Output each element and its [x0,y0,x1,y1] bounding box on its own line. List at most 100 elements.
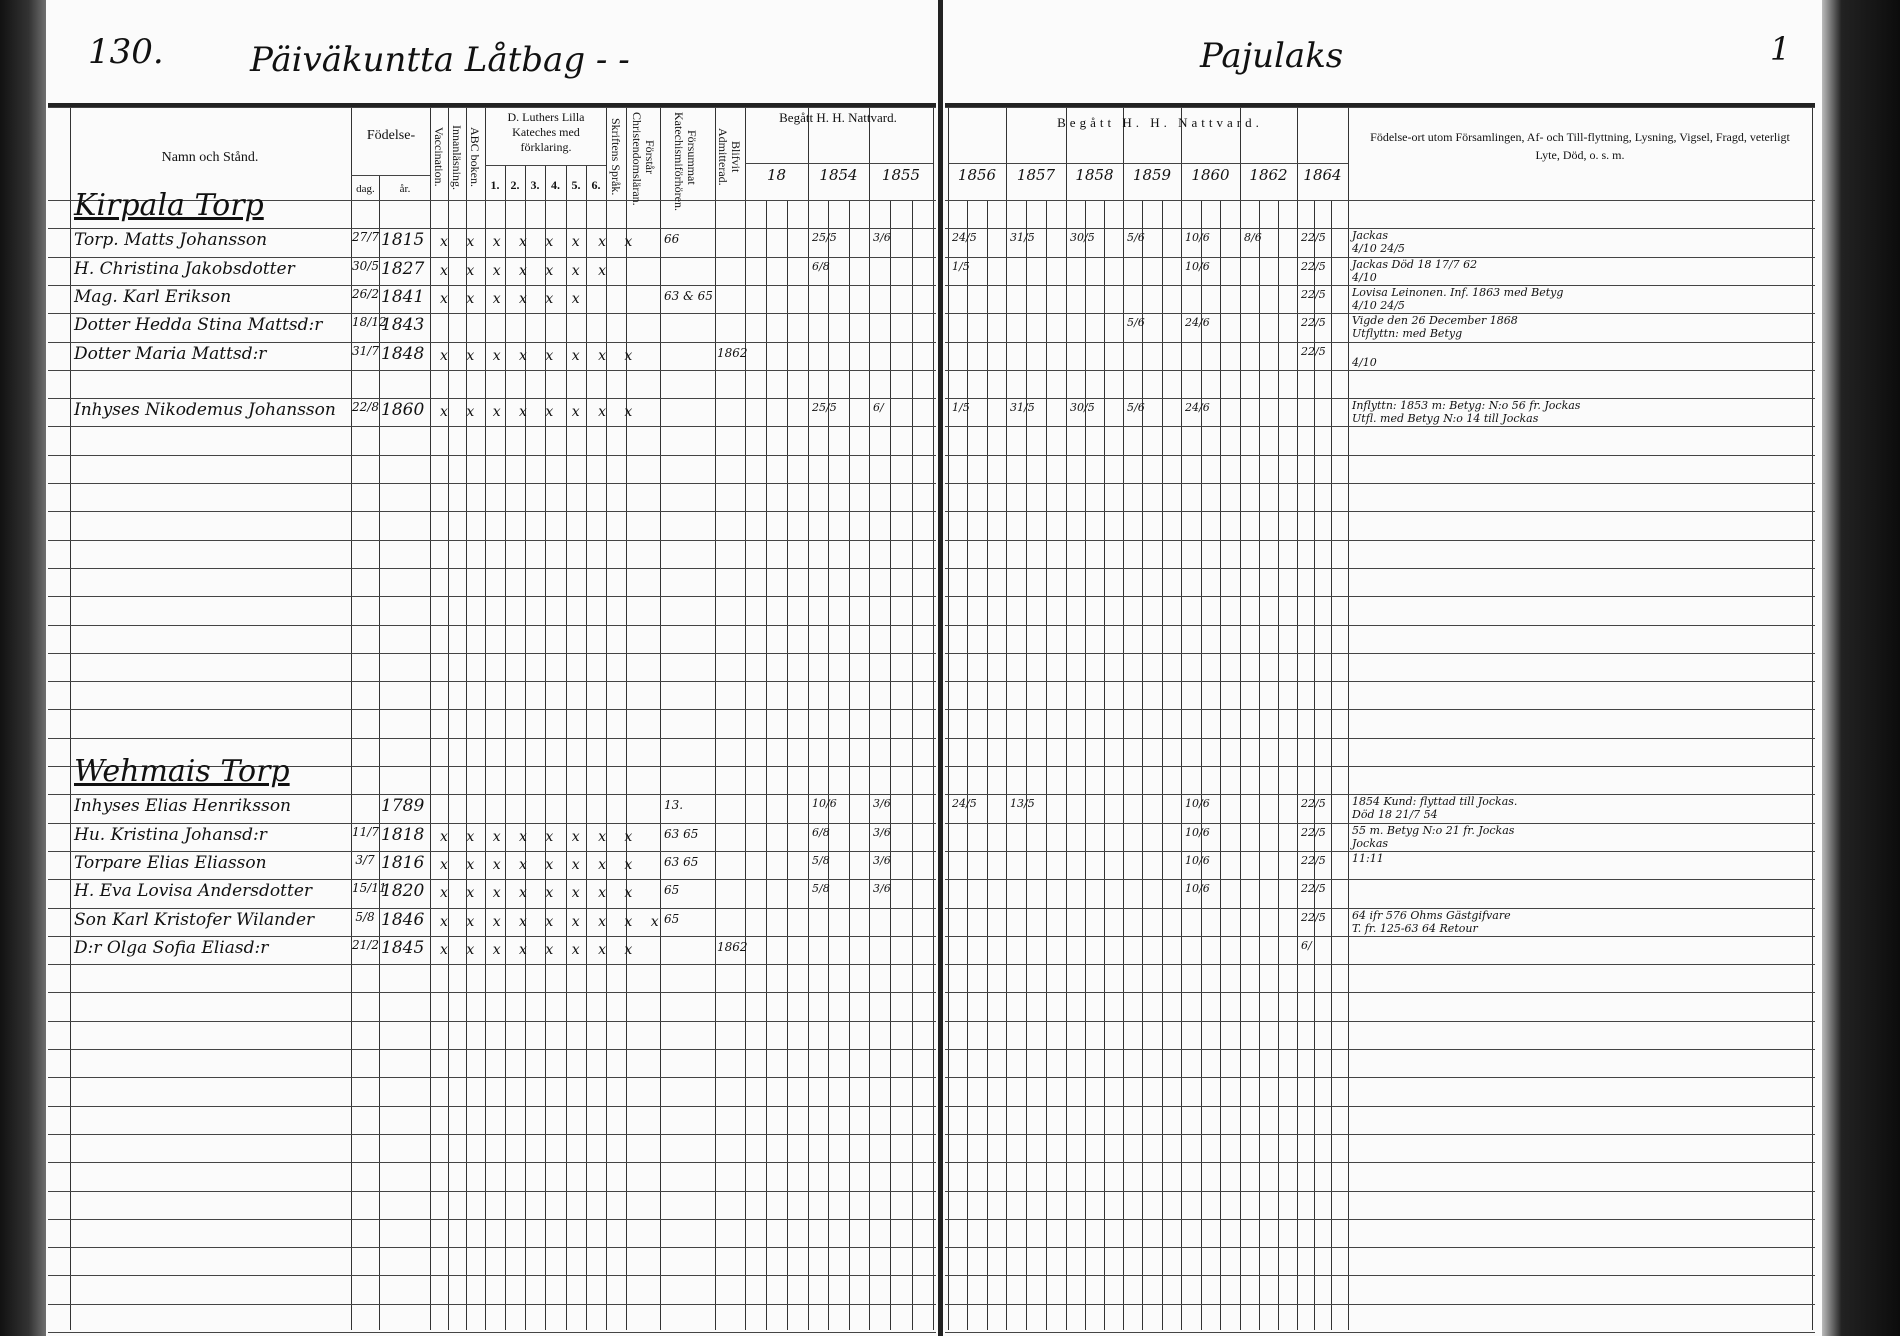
header-abc: ABC boken. [468,127,482,187]
communion-date: 5/8 [812,853,830,867]
register-row: Dotter Maria Mattsd:r 31/7 1848 x x x x x x… [0,342,1900,370]
remarks-line-2: T. fr. 125-63 64 Retour [1352,921,1478,935]
subcolumn-rule [1314,200,1315,1330]
row-rule [48,483,936,484]
birth-day: 30/5 [352,258,379,273]
header-catechism-part: 5. [571,178,581,192]
communion-date: 1/5 [952,401,970,415]
row-rule [48,369,936,371]
birth-year: 1816 [381,852,425,873]
register-row: Hu. Kristina Johansd:r 11/7 1818 x x x x x … [0,823,1900,851]
row-rule [945,511,1815,513]
communion-date: 3/6 [873,231,891,245]
reading-marks: x x x x x x x x [440,347,640,364]
remarks: 55 m. Betyg N:o 21 fr. Jockas [1352,823,1515,837]
row-rule [48,511,936,513]
birth-year: 1848 [381,343,425,364]
page-number-left: 130. [88,32,164,72]
register-row: Inhyses Nikodemus Johansson 22/8 1860 x x x… [0,398,1900,426]
section-heading-row: Kirpala Torp [0,188,1900,228]
birth-year: 1820 [381,881,425,902]
row-rule [48,624,936,626]
subcolumn-rule [1085,200,1086,1330]
row-rule [945,907,1815,909]
register-row [0,625,1900,653]
header-communion-left: Begått H. H. Nattvard. [779,110,897,125]
column-rule [566,165,567,1330]
column-rule [869,107,870,1330]
communion-date: 3/6 [873,797,891,811]
row-rule [945,624,1815,626]
remarks-line-2: Utfl. med Betyg N:o 14 till Jockas [1352,412,1539,426]
row-rule [945,850,1815,852]
column-rule [505,165,506,1330]
row-rule [945,737,1815,739]
person-name: Inhyses Nikodemus Johansson [74,400,336,421]
remarks-line-2: 4/10 24/5 [1352,298,1405,312]
row-rule [945,539,1815,541]
remarks-line-2: Utflyttn: med Betyg [1352,327,1463,341]
register-row: Torp. Matts Johansson 27/7 1815 x x x x x x… [0,228,1900,256]
page-number-right: 1 [1770,30,1791,68]
row-rule [945,454,1815,456]
communion-date: 22/5 [1301,231,1326,245]
scan-border-left [0,0,48,1336]
remarks: Jackas [1352,229,1388,243]
column-rule [379,175,380,1330]
column-rule [1240,107,1241,1330]
communion-date: 22/5 [1301,910,1326,924]
communion-date: 3/6 [873,853,891,867]
row-rule [351,175,430,176]
birth-day: 31/7 [352,343,379,358]
row-rule [945,1049,1815,1050]
birth-day: 21/2 [352,937,379,952]
communion-date: 25/5 [812,231,837,245]
row-rule [945,256,1815,258]
subcolumn-rule [1104,200,1105,1330]
row-rule [945,596,1815,598]
row-rule [945,879,1815,881]
right-page [942,0,1824,1336]
communion-date: 10/6 [1185,825,1210,839]
header-year: 1860 [1191,166,1230,184]
row-rule [48,907,936,909]
birth-day: 26/2 [352,286,379,301]
communion-date: 6/8 [812,259,830,273]
row-rule [48,398,936,400]
communion-date: 10/6 [1185,882,1210,896]
row-rule [48,454,936,456]
communion-date: 25/5 [812,401,837,415]
person-name: H. Christina Jakobsdotter [74,258,295,279]
remarks-line-2: Jockas [1352,836,1389,850]
register-row [0,681,1900,709]
header-catechism-part: 4. [551,178,560,192]
register-row [0,455,1900,483]
column-rule [1066,107,1067,1330]
header-birth-day: dag. [356,183,375,195]
communion-date: 10/6 [1185,853,1210,867]
person-name: Torp. Matts Johansson [74,230,268,251]
row-rule [945,483,1815,484]
header-catechism-part: 3. [530,178,540,192]
subcolumn-rule [890,200,892,1330]
row-rule [948,163,1348,164]
farm-heading: Wehmais Torp [74,754,290,789]
missed-examinations: 66 [664,232,680,247]
communion-date: 3/6 [873,825,891,839]
row-rule [48,596,936,598]
register-row [0,511,1900,539]
row-rule [945,681,1815,683]
row-rule [945,313,1815,315]
birth-day: 3/7 [355,852,375,867]
subcolumn-rule [848,200,850,1330]
header-catechism-part: 1. [490,178,500,192]
row-rule [48,284,936,286]
remarks-line-2: 4/10 [1352,270,1377,284]
row-rule [48,1332,936,1333]
subcolumn-rule [911,200,913,1330]
row-rule [48,1303,936,1305]
row-rule [48,822,936,824]
left-top-rule [48,103,936,107]
column-rule [586,165,587,1330]
communion-date: 1/5 [952,259,970,273]
